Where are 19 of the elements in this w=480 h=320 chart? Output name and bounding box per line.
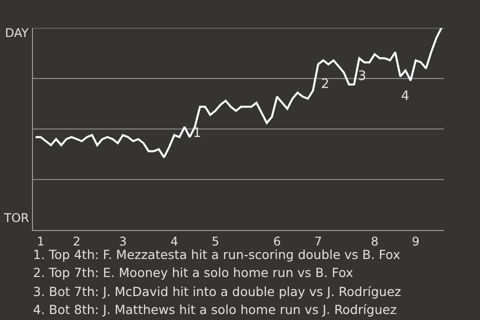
x-tick-label: 7 — [314, 234, 322, 248]
text: 3. Bot 7th: J. McDavid hit into a double play vs J. Rodríguez — [33, 284, 402, 299]
text: DAY — [5, 26, 30, 40]
annotation: 1 — [193, 126, 202, 141]
x-tick-label: 6 — [273, 234, 281, 248]
x-tick-label: 4 — [170, 234, 178, 248]
text: 4. Bot 8th: J. Matthews hit a solo home run vs J. Rodríguez — [33, 302, 398, 317]
x-tick-label: 1 — [36, 234, 45, 248]
text: 2. Top 7th: E. Mooney hit a solo home run vs B. Fox — [33, 265, 354, 280]
x-tick-label: 8 — [370, 234, 378, 248]
x-tick-label: 5 — [212, 234, 220, 248]
text: 1. Top 4th: F. Mezzatesta hit a run-scoring double vs B. Fox — [33, 247, 400, 262]
x-tick-label: 2 — [72, 234, 80, 248]
annotation: 4 — [401, 89, 410, 104]
x-tick-label: 3 — [119, 234, 127, 248]
text: TOR — [3, 211, 30, 225]
annotation: 2 — [321, 77, 330, 92]
x-tick-label: 9 — [412, 234, 420, 248]
annotation: 3 — [358, 69, 366, 84]
